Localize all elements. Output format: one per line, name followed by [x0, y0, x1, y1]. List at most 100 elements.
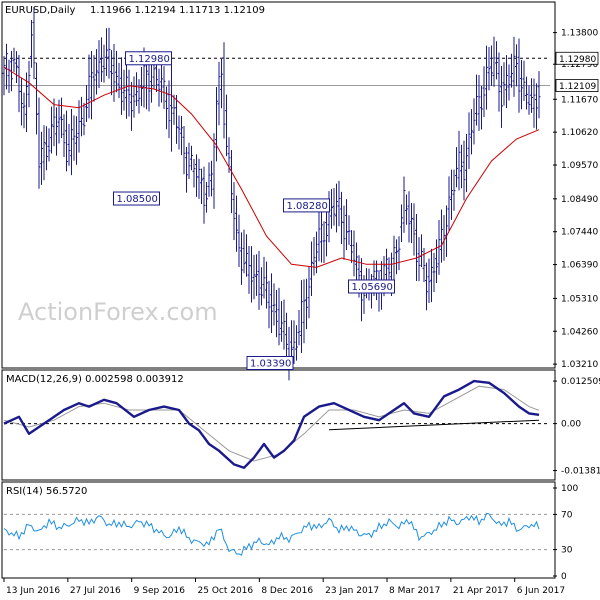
ohlc-bar [90, 50, 93, 120]
swing-label-text: 1.08500 [117, 194, 158, 205]
ohlc-bar [32, 7, 36, 80]
ohlc-bar [447, 176, 451, 231]
ohlc-bar [62, 114, 66, 157]
ohlc-bar [20, 78, 23, 126]
ohlc-bar [15, 51, 18, 84]
price-tick-label: 1.13800 [561, 29, 598, 39]
ohlc-bar [432, 252, 436, 293]
ohlc-bar [495, 41, 498, 80]
x-tick-label: 6 Jun 2017 [517, 586, 565, 596]
macd-tick-label: 0.00 [561, 420, 581, 430]
ohlc-bar [80, 96, 83, 137]
ohlc-bar [392, 235, 396, 280]
ohlc-bar [460, 144, 463, 189]
ohlc-bar [395, 239, 398, 275]
current-price-label: 1.12109 [559, 82, 596, 92]
ohlc-bar [115, 50, 118, 93]
ohlc-bar [120, 57, 123, 115]
swing-label: 1.05690 [348, 279, 395, 294]
ohlc-bar [497, 52, 501, 112]
price-tick-label: 1.03210 [561, 360, 598, 370]
ohlc-bar [225, 94, 228, 157]
ohlc-bar [45, 126, 48, 171]
ohlc-bar [252, 254, 256, 300]
x-tick-label: 9 Sep 2016 [134, 586, 186, 596]
ohlc-bar [140, 67, 143, 107]
ohlc-bar [207, 162, 211, 197]
ohlc-bar [422, 247, 426, 283]
ohlc-bar [417, 237, 421, 282]
ohlc-bar [295, 325, 298, 361]
ohlc-bar [105, 28, 108, 76]
ohlc-bar [245, 234, 248, 277]
ohlc-bar [237, 214, 241, 268]
ohlc-bar [397, 236, 401, 271]
ohlc-bar [532, 78, 536, 128]
ohlc-bar [512, 36, 516, 97]
ohlc-bar [125, 56, 128, 119]
ohlc-header: 1.11966 1.12194 1.11713 1.12109 [90, 5, 265, 16]
ohlc-bar [330, 188, 333, 229]
rsi-tick-label: 30 [561, 546, 573, 556]
rsi-tick-label: 70 [561, 510, 573, 520]
ohlc-bar [335, 183, 338, 233]
ohlc-bar [430, 248, 433, 303]
ohlc-bar [412, 203, 416, 256]
resistance-price-box [555, 51, 599, 65]
ohlc-bar [407, 191, 411, 243]
ohlc-bar [342, 205, 346, 260]
ohlc-bar [47, 128, 51, 162]
ohlc-bar [230, 149, 233, 214]
ohlc-bar [220, 59, 223, 109]
swing-label-text: 1.12980 [129, 54, 170, 65]
ohlc-bar [185, 147, 188, 193]
swing-label: 1.08500 [113, 191, 160, 206]
ohlc-bar [502, 62, 506, 106]
ohlc-bar [505, 55, 508, 108]
macd-axis: 0.012509 0.00 -0.013813 [553, 377, 600, 477]
price-chart-title: EURUSD,Daily [5, 5, 76, 16]
ohlc-bar [57, 99, 61, 144]
ohlc-bar [270, 273, 273, 333]
ohlc-bar [240, 232, 243, 285]
ohlc-bar [210, 160, 213, 197]
x-tick-label: 8 Mar 2017 [389, 586, 440, 596]
ohlc-bar [130, 82, 133, 131]
ohlc-bar [400, 204, 403, 243]
x-tick-label: 21 Apr 2017 [453, 586, 509, 596]
ohlc-bar [482, 66, 486, 117]
ohlc-bar [527, 85, 531, 115]
ohlc-bar [112, 44, 116, 102]
ohlc-bar [435, 239, 438, 283]
ohlc-bar [137, 79, 141, 114]
ohlc-bar [127, 69, 131, 117]
ohlc-bar [2, 56, 6, 96]
ohlc-bar [122, 69, 126, 111]
ohlc-bar [530, 78, 533, 113]
ohlc-bar [25, 72, 28, 133]
ohlc-bar [192, 159, 196, 188]
ohlc-bar [55, 107, 58, 156]
ohlc-bar [385, 248, 388, 285]
price-tick-label: 1.08490 [561, 195, 598, 205]
ohlc-bar [522, 60, 526, 101]
ohlc-bar [282, 299, 286, 350]
ohlc-bar [202, 166, 206, 224]
rsi-line [3, 512, 540, 556]
x-tick-label: 13 Jun 2016 [6, 586, 60, 596]
ohlc-bar [232, 182, 236, 241]
price-labels: 1.12980 1.08500 1.08280 1.05690 1.03390 [113, 51, 395, 370]
macd-tick-label: 0.012509 [561, 377, 600, 387]
ohlc-bar [40, 131, 43, 185]
ohlc-bar [205, 181, 208, 213]
macd-title: MACD(12,26,9) 0.002598 0.003912 [6, 374, 184, 385]
ohlc-bar [215, 87, 218, 162]
ohlc-bar [517, 38, 521, 113]
ohlc-bar [60, 97, 63, 139]
ohlc-bar [22, 92, 26, 129]
ohlc-bar [440, 209, 443, 263]
rsi-tick-label: 100 [561, 484, 578, 494]
ohlc-bar [347, 215, 351, 245]
ohlc-bar [132, 76, 136, 118]
ohlc-bar [437, 220, 441, 275]
